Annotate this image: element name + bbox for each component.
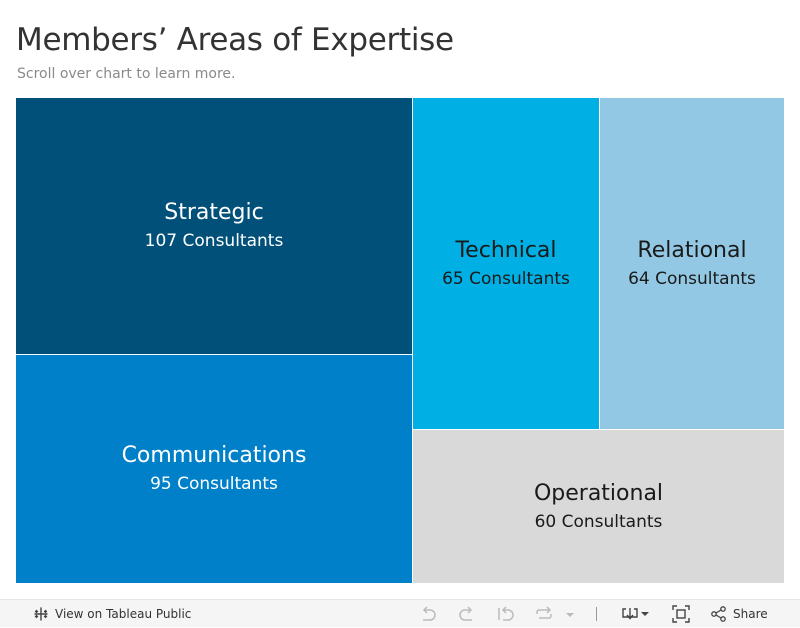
tile-value-label: 65 Consultants <box>442 268 570 289</box>
tile-value-label: 95 Consultants <box>150 474 278 494</box>
fullscreen-button[interactable] <box>672 600 690 628</box>
tile-name-label: Operational <box>533 480 664 506</box>
revert-button[interactable] <box>497 600 515 628</box>
refresh-button[interactable] <box>535 600 575 628</box>
undo-icon <box>422 606 436 621</box>
tableau-toolbar: View on Tableau Public <box>0 599 800 627</box>
treemap-tile-strategic[interactable]: Strategic 107 Consultants <box>16 98 412 354</box>
treemap-tile-technical[interactable]: Technical 65 Consultants <box>413 98 599 429</box>
tile-value-label: 60 Consultants <box>534 511 663 532</box>
tile-name-label: Strategic <box>164 200 264 225</box>
tile-value-label: 107 Consultants <box>144 231 284 251</box>
treemap-tile-operational[interactable]: Operational 60 Consultants <box>413 430 784 583</box>
revert-icon <box>498 606 514 621</box>
refresh-icon <box>536 606 574 619</box>
share-label: Share <box>733 607 768 621</box>
download-icon <box>622 608 649 620</box>
treemap-chart: Strategic 107 Consultants Communications 95… <box>16 98 785 584</box>
fullscreen-icon <box>672 605 690 623</box>
view-on-tableau-link[interactable]: View on Tableau Public <box>33 600 191 628</box>
tile-name-label: Communications <box>121 443 307 468</box>
share-button[interactable]: Share <box>710 600 768 628</box>
treemap-tile-communications[interactable]: Communications 95 Consultants <box>16 355 412 583</box>
redo-icon <box>459 606 473 621</box>
tableau-logo-icon <box>34 607 48 621</box>
view-on-tableau-label: View on Tableau Public <box>55 607 192 621</box>
undo-button[interactable] <box>419 600 437 628</box>
tile-value-label: 64 Consultants <box>628 268 756 289</box>
treemap-tile-relational[interactable]: Relational 64 Consultants <box>600 98 784 429</box>
tile-name-label: Relational <box>637 237 747 263</box>
toolbar-divider <box>596 607 597 621</box>
redo-button[interactable] <box>458 600 476 628</box>
chart-title: Members’ Areas of Expertise <box>16 22 454 58</box>
tile-name-label: Technical <box>455 237 557 263</box>
download-button[interactable] <box>621 600 651 628</box>
chart-subtitle: Scroll over chart to learn more. <box>17 66 236 82</box>
share-icon <box>711 606 726 622</box>
